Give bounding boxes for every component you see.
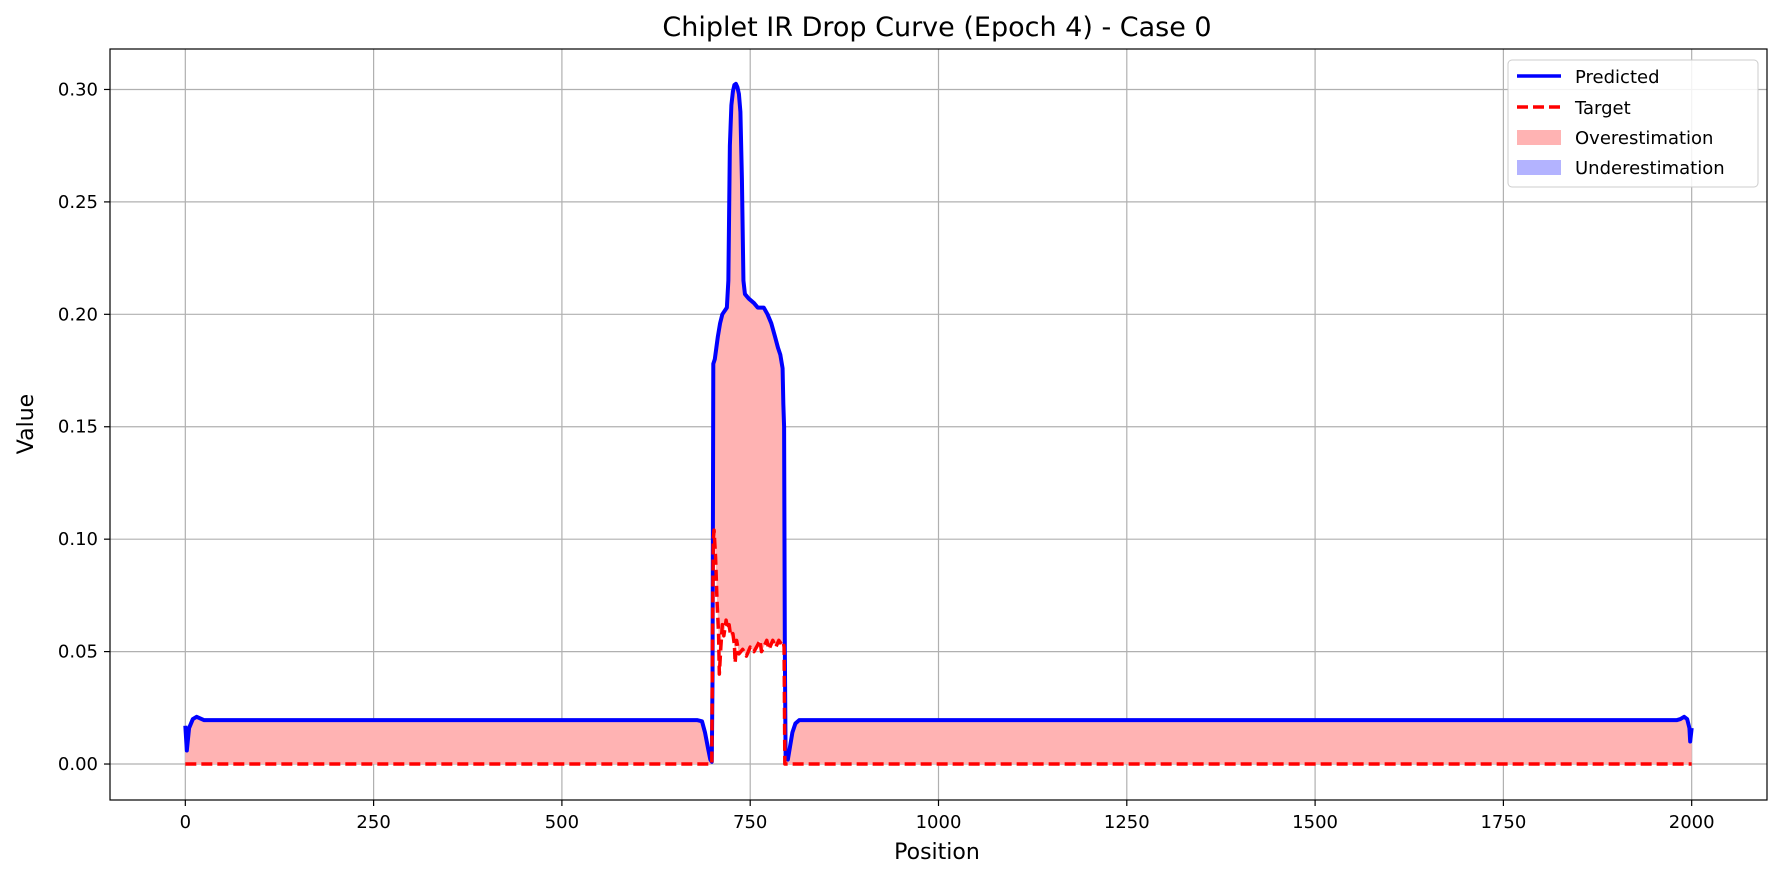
legend-label-underestimation: Underestimation [1575, 158, 1725, 179]
x-axis-label: Position [894, 840, 980, 865]
x-tick-label: 1250 [1104, 812, 1150, 833]
fill-layer [185, 83, 1692, 765]
x-tick-label: 1750 [1480, 812, 1526, 833]
y-tick-label: 0.15 [58, 417, 98, 438]
y-tick-label: 0.00 [58, 754, 98, 775]
predicted-line [183, 81, 1694, 764]
legend-swatch-overestimation [1517, 130, 1561, 145]
legend-label-overestimation: Overestimation [1575, 128, 1713, 149]
x-tick-label: 250 [356, 812, 390, 833]
line-layer [183, 81, 1694, 766]
x-tick-label: 0 [180, 812, 191, 833]
x-tick-label: 500 [545, 812, 579, 833]
legend: Predicted Target Overestimation Underest… [1507, 59, 1759, 188]
legend-label-predicted: Predicted [1575, 67, 1660, 88]
legend-box [1507, 59, 1759, 188]
overestimation-area [185, 716, 712, 765]
legend-label-target: Target [1574, 98, 1631, 119]
x-ticks: 0 250 500 750 1000 1250 1500 1750 2000 [180, 800, 1715, 833]
y-tick-label: 0.20 [58, 304, 98, 325]
chart-title: Chiplet IR Drop Curve (Epoch 4) - Case 0 [662, 12, 1211, 43]
y-tick-label: 0.10 [58, 529, 98, 550]
y-ticks: 0.00 0.05 0.10 0.15 0.20 0.25 0.30 [58, 79, 110, 775]
y-axis-label: Value [14, 394, 39, 454]
y-tick-label: 0.25 [58, 192, 98, 213]
x-tick-label: 1000 [916, 812, 962, 833]
x-tick-label: 750 [733, 812, 767, 833]
y-tick-label: 0.05 [58, 642, 98, 663]
legend-swatch-underestimation [1517, 160, 1561, 175]
target-line [185, 528, 1692, 766]
x-tick-label: 1500 [1292, 812, 1338, 833]
y-tick-label: 0.30 [58, 79, 98, 100]
x-tick-label: 2000 [1669, 812, 1715, 833]
